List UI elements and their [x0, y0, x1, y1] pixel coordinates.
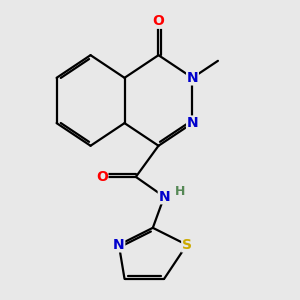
Text: N: N: [113, 238, 125, 252]
Text: N: N: [158, 190, 170, 204]
Text: O: O: [96, 170, 108, 184]
Text: H: H: [175, 185, 185, 198]
Text: O: O: [153, 14, 164, 28]
Text: N: N: [187, 116, 198, 130]
Text: N: N: [187, 71, 198, 85]
Text: S: S: [182, 238, 192, 252]
